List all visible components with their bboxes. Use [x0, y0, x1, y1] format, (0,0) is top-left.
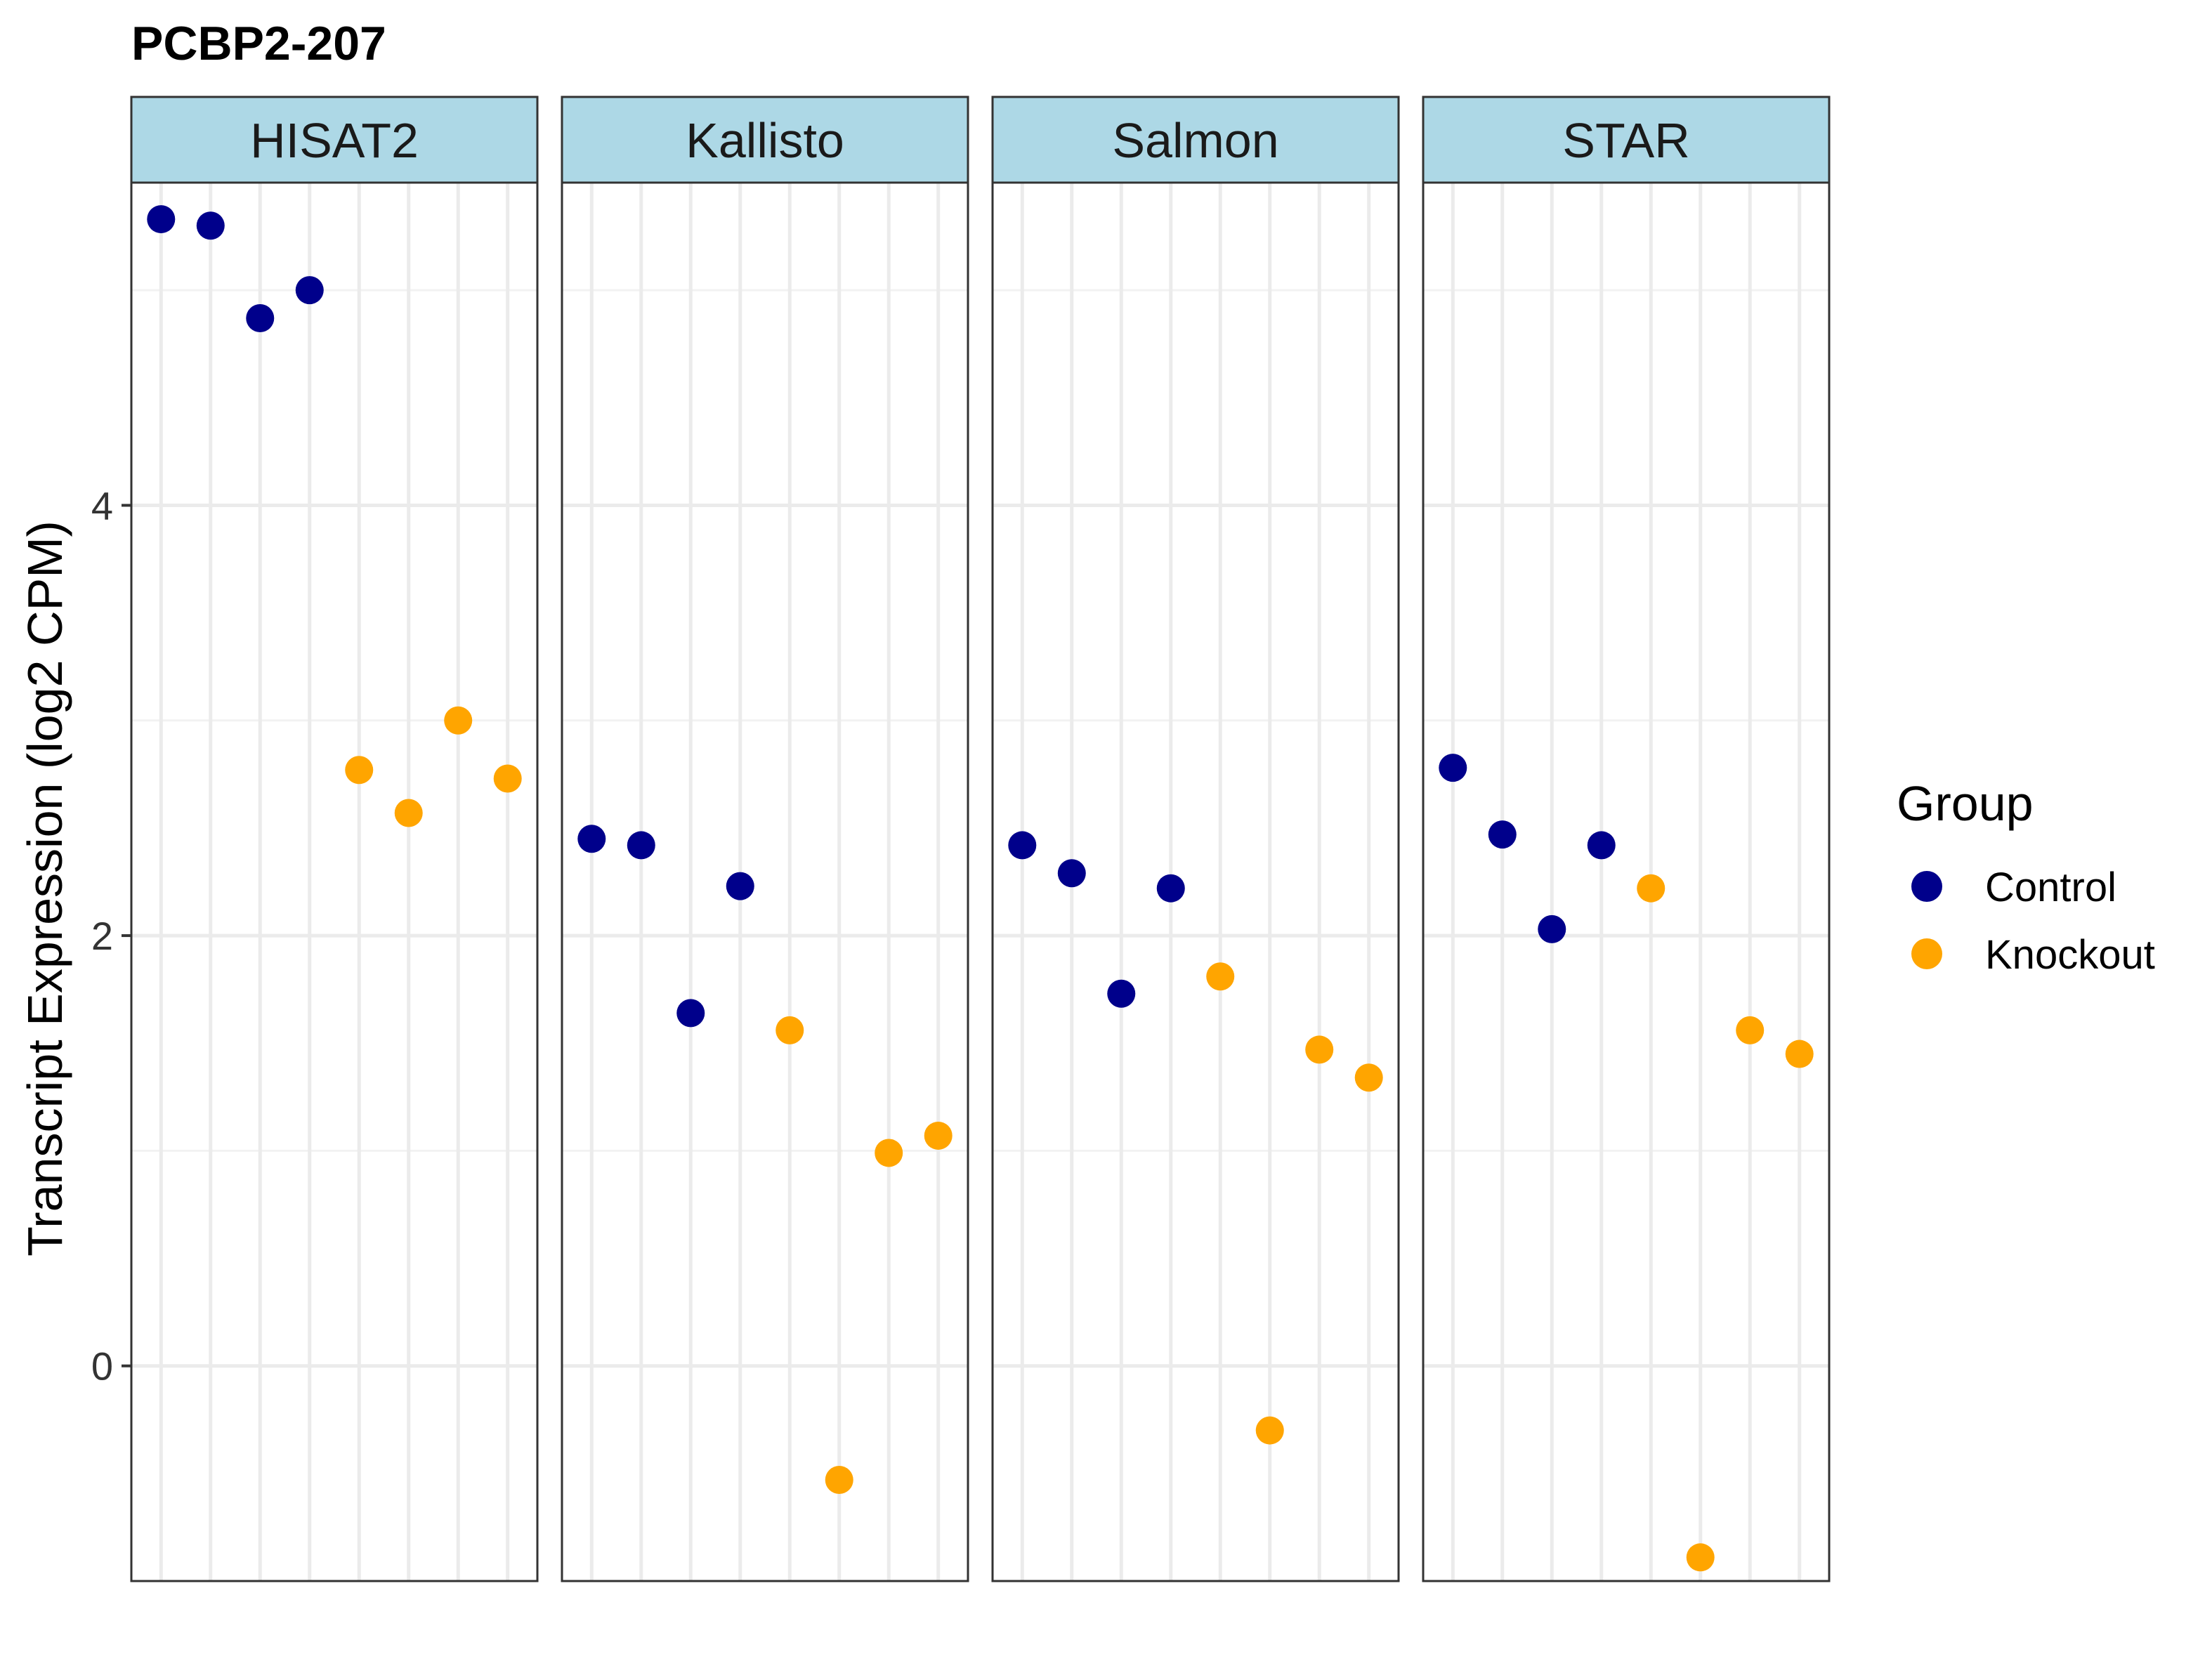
facet-panels: HISAT2 Kallisto Salmon STAR: [130, 96, 1831, 1582]
point-hisat2-8-knockout: [493, 764, 522, 793]
point-kallisto-7-knockout: [875, 1139, 903, 1167]
strip-star: [1422, 96, 1831, 184]
panel-salmon: Salmon: [991, 96, 1400, 1582]
point-salmon-6-knockout: [1255, 1416, 1284, 1445]
strip-hisat2: [130, 96, 539, 184]
panel-background: [562, 183, 968, 1581]
point-star-1-control: [1439, 754, 1467, 782]
chart-title: PCBP2-207: [131, 17, 386, 70]
strip-label-kallisto: Kallisto: [686, 113, 844, 168]
panel-kallisto: Kallisto: [561, 96, 969, 1582]
point-hisat2-1-control: [147, 205, 176, 234]
point-kallisto-2-control: [627, 831, 655, 860]
y-axis-label: Transcript Expression (log2 CPM): [18, 520, 72, 1257]
panel-hisat2: HISAT2: [130, 96, 539, 1582]
point-star-5-knockout: [1637, 874, 1665, 903]
point-kallisto-3-control: [676, 999, 705, 1028]
point-star-7-knockout: [1736, 1016, 1765, 1044]
strip-salmon: [991, 96, 1400, 184]
legend-label-control: Control: [1985, 865, 2116, 910]
point-hisat2-7-knockout: [444, 706, 473, 735]
strip-label-salmon: Salmon: [1112, 113, 1278, 168]
point-kallisto-1-control: [577, 825, 606, 853]
point-salmon-1-control: [1008, 831, 1037, 860]
panel-star: STAR: [1422, 96, 1831, 1582]
y-tick-label-4: 4: [91, 483, 113, 527]
point-hisat2-4-control: [295, 276, 324, 305]
panel-background: [1423, 183, 1829, 1581]
panel-background: [131, 183, 537, 1581]
strip-label-hisat2: HISAT2: [250, 113, 419, 168]
y-axis: 0 2 4: [91, 483, 131, 1389]
strip-kallisto: [561, 96, 969, 184]
point-hisat2-5-knockout: [345, 756, 374, 785]
point-kallisto-5-knockout: [775, 1016, 804, 1044]
point-salmon-7-knockout: [1305, 1035, 1334, 1064]
point-kallisto-8-knockout: [924, 1121, 953, 1150]
panel-background: [993, 183, 1399, 1581]
point-hisat2-2-control: [196, 211, 225, 240]
point-hisat2-6-knockout: [394, 799, 423, 827]
point-salmon-5-knockout: [1206, 962, 1235, 991]
point-salmon-4-control: [1156, 874, 1185, 903]
strip-label-star: STAR: [1562, 113, 1690, 168]
point-salmon-8-knockout: [1354, 1063, 1383, 1092]
point-salmon-3-control: [1107, 979, 1136, 1008]
point-hisat2-3-control: [246, 303, 275, 332]
y-tick-label-2: 2: [91, 914, 113, 958]
legend-label-knockout: Knockout: [1985, 932, 2155, 978]
point-kallisto-4-control: [726, 872, 754, 900]
point-kallisto-6-knockout: [825, 1466, 853, 1495]
y-tick-label-0: 0: [91, 1344, 113, 1389]
legend-key-knockout: [1911, 938, 1942, 969]
legend-key-control: [1911, 871, 1942, 902]
point-star-3-control: [1538, 914, 1566, 943]
point-salmon-2-control: [1057, 859, 1086, 888]
point-star-4-control: [1587, 831, 1616, 860]
legend-title: Group: [1897, 776, 2034, 831]
point-star-8-knockout: [1785, 1040, 1814, 1068]
legend: Group Control Knockout: [1897, 776, 2155, 978]
point-star-2-control: [1488, 820, 1517, 849]
point-star-6-knockout: [1686, 1543, 1715, 1572]
